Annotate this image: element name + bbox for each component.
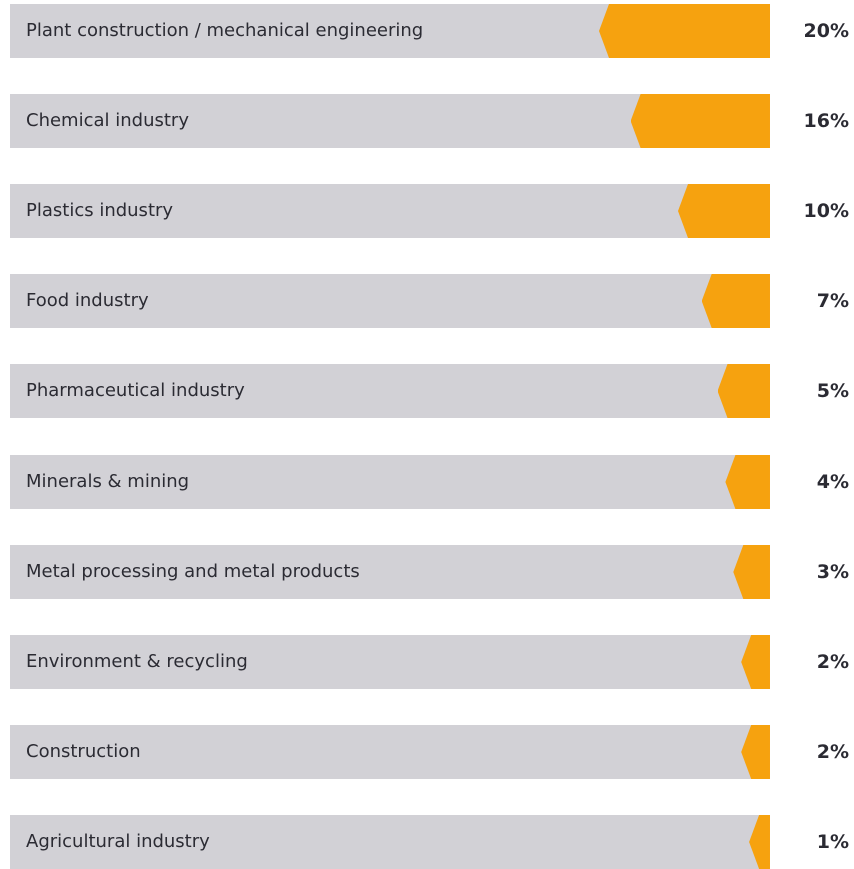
bar-fill: [733, 545, 770, 599]
bar-track: [10, 545, 770, 599]
category-label: Metal processing and metal products: [26, 561, 360, 582]
value-label: 2%: [816, 651, 849, 673]
chart-row: Pharmaceutical industry 5%: [10, 364, 854, 418]
bar-fill: [741, 635, 770, 689]
chart-row: Construction 2%: [10, 725, 854, 779]
chart-row: Agricultural industry 1%: [10, 815, 854, 869]
value-label: 3%: [816, 561, 849, 583]
chart-row: Metal processing and metal products 3%: [10, 545, 854, 599]
bar-fill: [630, 94, 770, 148]
value-label: 10%: [803, 200, 849, 222]
category-label: Agricultural industry: [26, 831, 210, 852]
bar-fill: [678, 184, 770, 238]
bar-fill: [599, 4, 770, 58]
value-label: 4%: [816, 471, 849, 493]
value-label: 20%: [803, 20, 849, 42]
category-label: Minerals & mining: [26, 471, 190, 492]
chart-row: Environment & recycling 2%: [10, 635, 854, 689]
bar-track: [10, 94, 770, 148]
chart-row: Food industry 7%: [10, 274, 854, 328]
value-label: 1%: [816, 831, 849, 853]
bar-track: [10, 455, 770, 509]
category-label: Plastics industry: [26, 200, 174, 221]
bar-track: [10, 184, 770, 238]
bar-fill: [725, 455, 770, 509]
category-label: Pharmaceutical industry: [26, 380, 245, 401]
category-label: Chemical industry: [26, 110, 189, 131]
bar-track: [10, 635, 770, 689]
bar-track: [10, 815, 770, 869]
category-label: Food industry: [26, 290, 149, 311]
bar-track: [10, 725, 770, 779]
category-label: Environment & recycling: [26, 651, 248, 672]
bar-fill: [749, 815, 770, 869]
bar-track: [10, 4, 770, 58]
chart-row: Chemical industry 16%: [10, 94, 854, 148]
bar-track: [10, 364, 770, 418]
value-label: 2%: [816, 741, 849, 763]
bar-track: [10, 274, 770, 328]
value-label: 16%: [803, 110, 849, 132]
category-label: Construction: [26, 741, 141, 762]
category-label: Plant construction / mechanical engineer…: [26, 20, 424, 41]
bar-fill: [741, 725, 770, 779]
chart-row: Minerals & mining 4%: [10, 455, 854, 509]
chart-row: Plastics industry 10%: [10, 184, 854, 238]
bar-fill: [717, 364, 770, 418]
chart-row: Plant construction / mechanical engineer…: [10, 4, 854, 58]
bar-fill: [701, 274, 770, 328]
value-label: 7%: [816, 290, 849, 312]
value-label: 5%: [816, 380, 849, 402]
